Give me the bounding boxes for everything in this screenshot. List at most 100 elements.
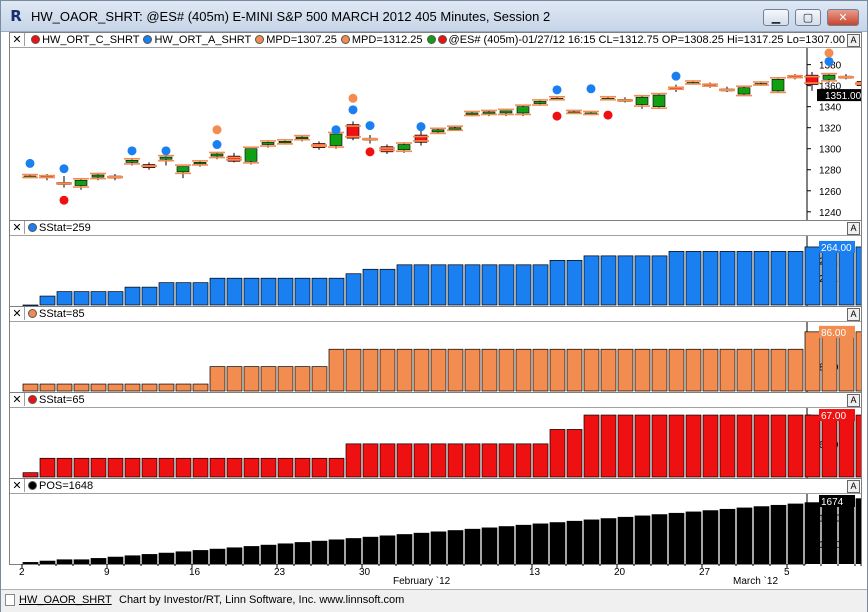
red-signal-dot — [59, 195, 69, 205]
bar — [192, 282, 209, 306]
x-tick-label: 2 — [19, 567, 25, 578]
legend-text: MPD=1312.25 — [351, 34, 423, 46]
bar — [515, 348, 532, 392]
legend-text: HW_ORT_C_SHRT — [42, 34, 140, 46]
bar — [209, 277, 226, 306]
bar — [175, 457, 192, 478]
bar — [532, 523, 549, 565]
autoscale-button[interactable]: A — [847, 394, 860, 407]
bar — [855, 414, 861, 478]
bar — [702, 348, 719, 392]
blue-signal-dot — [59, 164, 69, 174]
y-tick-label: 1300 — [819, 145, 842, 156]
candle — [107, 173, 123, 181]
status-bar: HW_OAOR_SHRT Chart by Investor/RT, Linn … — [1, 589, 867, 612]
bar — [379, 348, 396, 392]
bar — [651, 514, 668, 565]
bar — [481, 348, 498, 392]
sstat-orange-chart[interactable]: 84.0086.00 — [10, 322, 861, 392]
title-bar[interactable]: R HW_OAOR_SHRT: @ES# (405m) E-MINI S&P 5… — [1, 1, 867, 32]
bar — [515, 264, 532, 306]
close-pane-icon[interactable]: ✕ — [10, 479, 25, 492]
price-pane[interactable]: ✕ HW_ORT_C_SHRT HW_ORT_A_SHRT MPD=1307.25 M… — [9, 32, 862, 221]
bar — [498, 264, 515, 306]
price-chart[interactable]: 1240 1260 1280 1300 1320 1340 1360 1380 1351.00 — [10, 48, 861, 220]
bar — [668, 414, 685, 478]
pos-chart[interactable]: 164016601674 — [10, 494, 861, 565]
sstat-orange-pane[interactable]: ✕ SStat=85 A 84.0086.00 — [9, 306, 862, 393]
last-price-tag — [817, 89, 861, 102]
bar — [396, 443, 413, 478]
bar — [532, 264, 549, 306]
close-pane-icon[interactable]: ✕ — [10, 307, 25, 320]
bar — [447, 264, 464, 306]
bar — [141, 457, 158, 478]
bar — [566, 259, 583, 306]
bar — [481, 527, 498, 565]
bar — [277, 277, 294, 306]
bar — [226, 547, 243, 565]
autoscale-button[interactable]: A — [847, 308, 860, 321]
bar — [209, 548, 226, 565]
pos-pane[interactable]: ✕ POS=1648 A 164016601674 — [9, 478, 862, 566]
bar — [158, 383, 175, 392]
candle — [39, 173, 55, 181]
minimize-button[interactable]: ▁ — [763, 9, 789, 26]
close-pane-icon[interactable]: ✕ — [10, 393, 25, 406]
bar — [175, 383, 192, 392]
candle-body — [805, 74, 819, 85]
bar — [464, 348, 481, 392]
candle-body — [431, 129, 445, 133]
candle — [73, 177, 89, 190]
price-legend-item: MPD=1312.25 — [340, 34, 423, 46]
y-tick-label: 1240 — [819, 208, 842, 219]
bar — [532, 348, 549, 392]
bar — [124, 286, 141, 306]
bar — [634, 515, 651, 565]
blue-signal-dot — [416, 122, 426, 132]
bar — [685, 511, 702, 565]
candle — [651, 92, 667, 109]
bar — [430, 264, 447, 306]
sstat-blue-pane[interactable]: ✕ SStat=259 A 256.00260.00264.00 — [9, 220, 862, 307]
bar — [243, 277, 260, 306]
sstat-red-chart[interactable]: 64.0066.0067.00 — [10, 408, 861, 478]
bar — [328, 539, 345, 565]
candle-body — [346, 124, 360, 139]
autoscale-button[interactable]: A — [847, 34, 860, 47]
bar — [22, 383, 39, 392]
legend-dot-icon — [426, 35, 436, 44]
close-window-button[interactable]: ✕ — [827, 9, 859, 26]
close-pane-icon[interactable]: ✕ — [10, 33, 25, 46]
maximize-button[interactable]: ▢ — [795, 9, 821, 26]
bar — [107, 556, 124, 565]
candle-body — [210, 153, 224, 157]
candle — [753, 81, 769, 86]
autoscale-button[interactable]: A — [847, 222, 860, 235]
chart-name-tab[interactable]: HW_OAOR_SHRT — [19, 594, 112, 606]
candle — [22, 173, 38, 179]
sstat-blue-chart[interactable]: 256.00260.00264.00 — [10, 236, 861, 306]
bar — [294, 277, 311, 306]
pos-label: POS=1648 — [39, 480, 94, 492]
bar — [430, 348, 447, 392]
bar — [430, 531, 447, 565]
bar — [362, 268, 379, 306]
bar — [770, 504, 787, 565]
candle-body — [159, 156, 173, 160]
candle — [243, 146, 259, 165]
bar — [226, 277, 243, 306]
bar — [702, 510, 719, 565]
sstat-red-pane[interactable]: ✕ SStat=65 A 64.0066.0067.00 — [9, 392, 862, 479]
bar — [515, 524, 532, 565]
close-pane-icon[interactable]: ✕ — [10, 221, 25, 234]
autoscale-button[interactable]: A — [847, 480, 860, 493]
candle-body — [822, 74, 836, 80]
sstat-orange-legend: ✕ SStat=85 — [10, 307, 861, 322]
candle — [804, 71, 820, 91]
candle-body — [278, 141, 292, 144]
bar — [124, 383, 141, 392]
bar — [362, 443, 379, 478]
legend-text: MPD=1307.25 — [266, 34, 337, 46]
candle-body — [91, 174, 105, 178]
